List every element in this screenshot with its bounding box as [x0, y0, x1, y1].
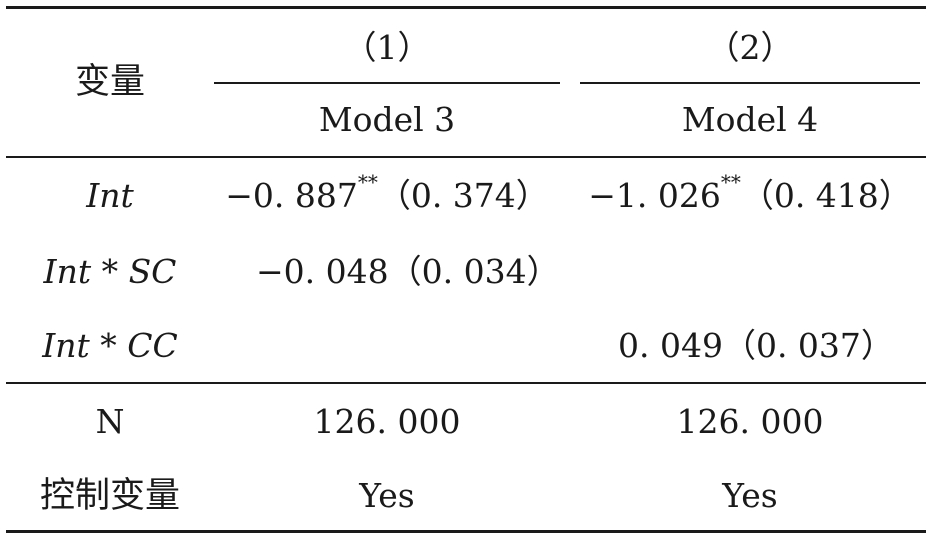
row-label-int: Int — [86, 176, 134, 215]
row-label-int-cc: Int * CC — [42, 326, 178, 365]
column-2-number: （2） — [706, 28, 794, 67]
column-1-model: Model 3 — [318, 100, 456, 139]
controls-model3-cell: Yes — [359, 476, 415, 515]
bottom-rule — [6, 530, 926, 533]
top-rule — [6, 6, 926, 9]
controls-model4-cell: Yes — [722, 476, 778, 515]
column-2-model: Model 4 — [681, 100, 819, 139]
row-label-n: N — [95, 402, 125, 441]
int-model4-se: （0. 418） — [740, 176, 912, 215]
column-2-subrule — [580, 82, 920, 84]
regression-table: 变量 （1） （2） Model 3 Model 4 Int −0. 887**… — [6, 0, 926, 536]
int-model3-cell: −0. 887**（0. 374） — [214, 172, 560, 216]
column-1-subrule — [214, 82, 560, 84]
int-model3-se: （0. 374） — [377, 176, 549, 215]
row-label-int-sc: Int * SC — [43, 252, 177, 291]
int-model4-cell: −1. 026**（0. 418） — [580, 172, 920, 216]
variable-header: 变量 — [74, 62, 145, 102]
n-model3-cell: 126. 000 — [313, 402, 461, 441]
column-1-number: （1） — [343, 28, 431, 67]
int-model4-coef: −1. 026 — [588, 176, 721, 215]
separator-rule — [6, 382, 926, 384]
int-model3-coef: −0. 887 — [225, 176, 358, 215]
row-label-controls: 控制变量 — [39, 476, 180, 516]
int-cc-model4-cell: 0. 049（0. 037） — [618, 326, 894, 365]
header-rule — [6, 156, 926, 158]
int-model4-stars: ** — [720, 170, 741, 194]
int-sc-model3-cell: −0. 048（0. 034） — [256, 252, 560, 291]
n-model4-cell: 126. 000 — [676, 402, 824, 441]
int-model3-stars: ** — [357, 170, 378, 194]
